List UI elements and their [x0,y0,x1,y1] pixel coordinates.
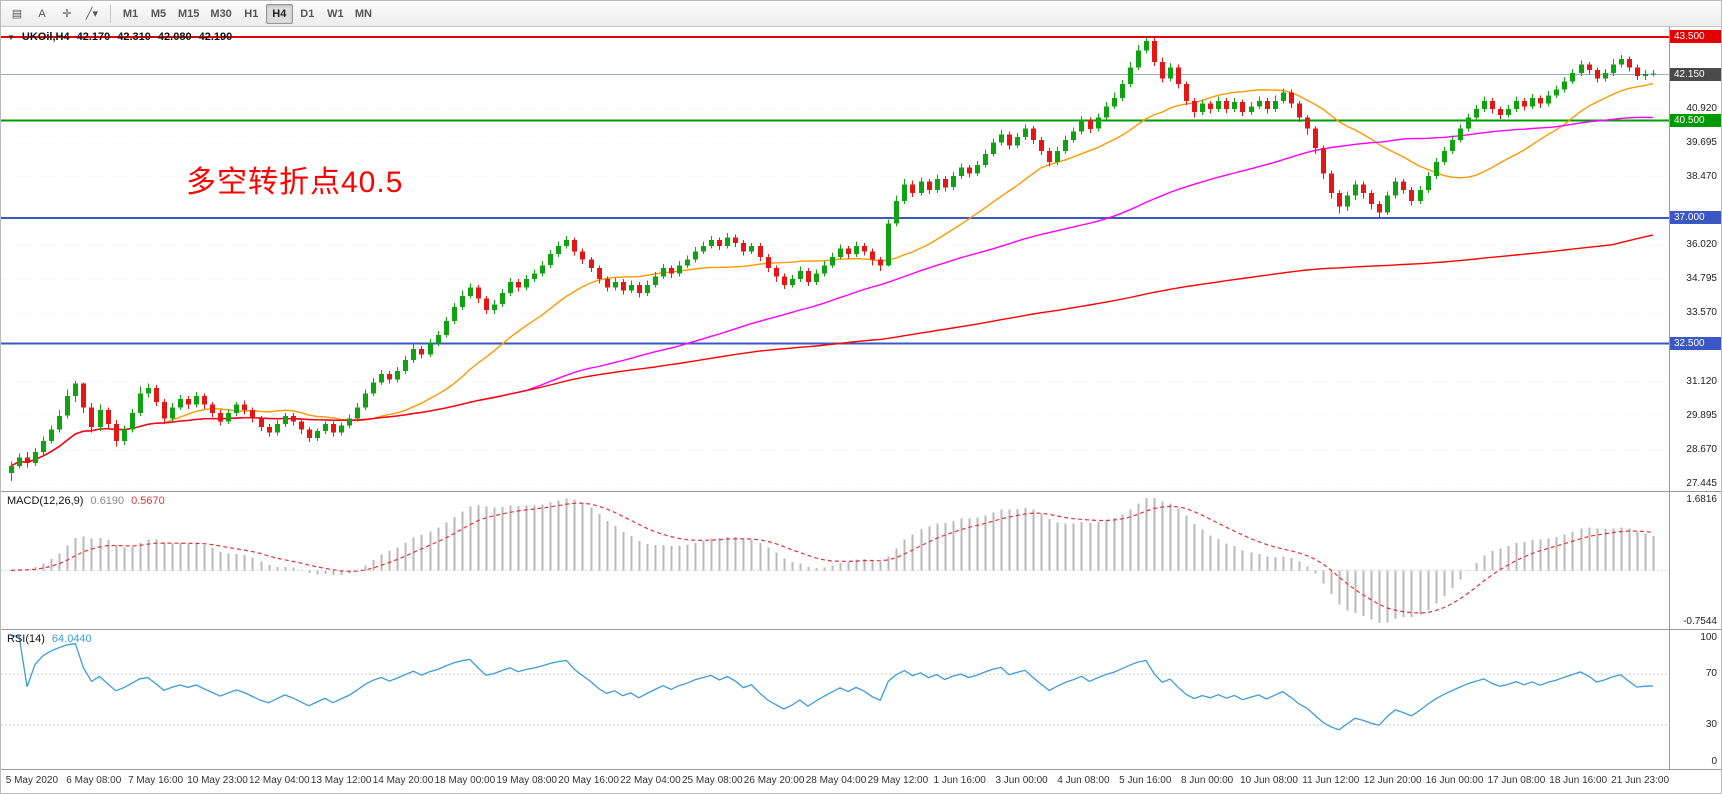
rsi-indicator-label: RSI(14) 64.0440 [7,633,92,645]
chart-low-value: 42.080 [157,31,192,43]
time-axis-label: 18 Jun 16:00 [1549,775,1608,786]
price-axis[interactable]: 40.920 39.695 38.470 36.020 34.795 33.570 31.1… [1669,27,1721,491]
price-axis-label: 31.120 [1686,375,1717,387]
time-axis-label: 22 May 04:00 [620,775,681,786]
main-toolbar: ▤ A ✛ ╱▾ M1 M5 M15 M30 H1 H4 D1 W1 MN [1,1,1721,27]
timeframe-m5-button[interactable]: M5 [150,7,167,20]
chart-high-value: 42.310 [117,31,151,43]
price-axis-badge: 43.500 [1670,30,1721,44]
candlestick-chart-canvas[interactable] [1,27,1671,491]
line-studies-toolbar: ▤ A ✛ ╱▾ [5,4,104,24]
timeframe-m1-button[interactable]: M1 [122,7,139,20]
text-label-button[interactable]: A [38,7,46,20]
price-axis-badge: 42.150 [1670,67,1721,81]
chart-open-value: 42.170 [76,31,111,43]
timeframe-m15-button[interactable]: M15 [178,7,200,20]
rsi-axis-label: 70 [1705,668,1717,680]
toolbar-separator [110,4,111,23]
macd-axis: 1.6816 -0.7544 [1669,492,1721,629]
price-axis-badge: 37.000 [1670,211,1721,225]
timeframe-mn-button[interactable]: MN [354,7,372,20]
time-axis-label: 12 Jun 20:00 [1363,775,1422,786]
rsi-axis-label: 30 [1705,718,1717,730]
price-axis-label: 28.670 [1686,444,1717,456]
time-axis-label: 20 May 16:00 [558,775,619,786]
price-axis-label: 38.470 [1686,170,1717,182]
timeframe-m30-button[interactable]: M30 [210,7,232,20]
rsi-value: 64.0440 [51,633,92,645]
one-click-trading-arrow-icon[interactable]: ▼ [7,32,15,42]
macd-chart-canvas[interactable] [1,492,1671,629]
time-axis-label: 10 May 23:00 [187,775,248,786]
time-axis-label: 16 Jun 00:00 [1425,775,1484,786]
macd-signal-value: 0.5670 [131,495,165,507]
time-axis-label: 26 May 20:00 [743,775,805,786]
time-axis-label: 7 May 16:00 [128,775,184,786]
time-axis-label: 21 Jun 23:00 [1611,775,1670,786]
rsi-chart-canvas[interactable] [1,630,1671,769]
time-axis-label: 14 May 20:00 [372,775,434,786]
price-axis-badge: 32.500 [1670,336,1721,350]
time-axis-label: 4 Jun 08:00 [1057,775,1110,786]
macd-max-label: 1.6816 [1686,494,1717,505]
price-axis-label: 39.695 [1686,136,1717,148]
time-axis-label: 29 May 12:00 [867,775,929,786]
price-axis-label: 27.445 [1686,478,1717,490]
price-chart-panel: ▼ UKOil,H4 42.170 42.310 42.080 42.190 多… [1,27,1721,492]
chart-title: ▼ UKOil,H4 42.170 42.310 42.080 42.190 [7,31,232,43]
rsi-axis-label: 100 [1700,632,1717,643]
time-axis-label: 5 May 2020 [5,775,59,786]
price-axis-label: 33.570 [1686,307,1717,319]
timeframe-d1-button[interactable]: D1 [300,7,315,20]
time-axis-label: 25 May 08:00 [681,775,743,786]
rsi-axis: 100 70 30 0 [1669,630,1721,769]
time-axis[interactable]: 5 May 2020 6 May 08:00 7 May 16:00 10 May 2… [1,770,1721,793]
time-axis-label: 19 May 08:00 [496,775,557,786]
time-axis-label: 5 Jun 16:00 [1119,775,1172,786]
price-axis-label: 34.795 [1686,273,1717,285]
price-axis-label: 36.020 [1686,239,1717,251]
timeframes-toolbar: M1 M5 M15 M30 H1 H4 D1 W1 MN [117,3,377,24]
time-axis-label: 1 Jun 16:00 [933,775,986,786]
macd-name: MACD(12,26,9) [7,495,84,507]
time-axis-label: 28 May 04:00 [805,775,867,786]
time-axis-label: 3 Jun 00:00 [995,775,1048,786]
time-axis-label: 18 May 00:00 [434,775,496,786]
rsi-panel: RSI(14) 64.0440 100 70 30 0 [1,630,1721,770]
macd-panel: MACD(12,26,9) 0.6190 0.5670 1.6816 -0.754… [1,492,1721,630]
price-axis-label: 40.920 [1686,102,1717,114]
timeframe-h4-button[interactable]: H4 [265,3,293,24]
price-axis-badge: 40.500 [1670,113,1721,127]
chart-symbol-period: UKOil,H4 [21,31,70,43]
rsi-axis-label: 0 [1711,756,1717,767]
time-axis-label: 13 May 12:00 [310,775,372,786]
chart-window-button[interactable]: ▤ [11,8,23,20]
time-axis-label: 17 Jun 08:00 [1487,775,1546,786]
macd-min-label: -0.7544 [1683,616,1717,627]
annotation-text: 多空转折点40.5 [186,166,404,199]
chart-close-value: 42.190 [198,31,233,43]
timeframe-w1-button[interactable]: W1 [327,7,344,20]
macd-main-value: 0.6190 [90,495,125,507]
price-axis-label: 29.895 [1686,409,1717,421]
rsi-name: RSI(14) [7,633,45,645]
line-studies-dropdown[interactable]: ╱▾ [85,8,99,20]
time-axis-label: 6 May 08:00 [66,775,122,786]
time-axis-label: 8 Jun 00:00 [1180,775,1234,786]
crosshair-button[interactable]: ✛ [62,8,72,20]
timeframe-h1-button[interactable]: H1 [244,7,259,20]
time-axis-label: 10 Jun 08:00 [1240,775,1298,786]
time-axis-label: 12 May 04:00 [248,775,310,786]
macd-indicator-label: MACD(12,26,9) 0.6190 0.5670 [7,495,165,507]
time-axis-label: 11 Jun 12:00 [1302,775,1360,786]
